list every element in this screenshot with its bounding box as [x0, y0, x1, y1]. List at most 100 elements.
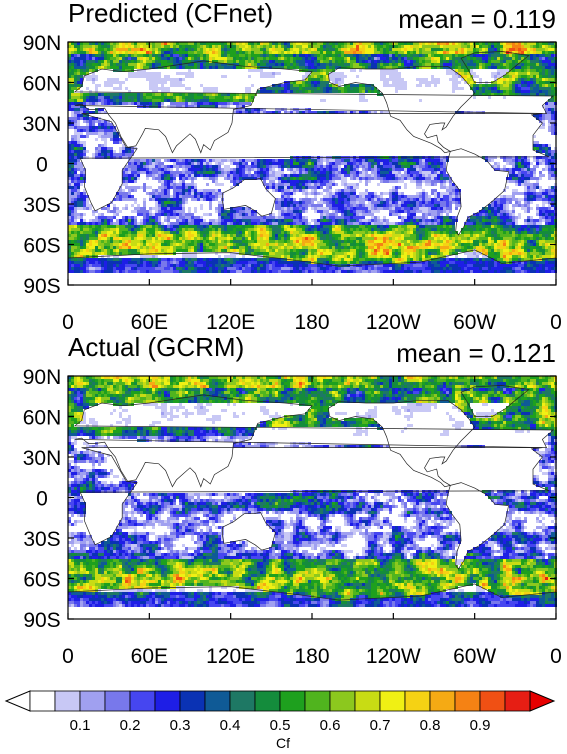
cloud-cell: [254, 54, 257, 57]
cloud-cell: [308, 42, 311, 45]
cloud-cell: [380, 180, 383, 183]
cloud-cell: [257, 159, 260, 162]
cloud-cell: [440, 168, 443, 171]
cloud-cell: [185, 195, 188, 198]
cloud-cell: [188, 102, 191, 105]
cloud-cell: [221, 159, 224, 162]
cloud-cell: [380, 177, 383, 180]
cloud-cell: [545, 63, 548, 66]
cloud-cell: [524, 198, 527, 201]
cloud-cell: [200, 66, 203, 69]
cloud-cell: [365, 198, 368, 201]
cloud-cell: [263, 57, 266, 60]
cloud-cell: [410, 207, 413, 210]
cloud-cell: [308, 162, 311, 165]
cloud-cell: [77, 204, 80, 207]
cloud-cell: [533, 159, 536, 162]
cloud-cell: [491, 90, 494, 93]
cloud-cell: [503, 81, 506, 84]
cloud-cell: [485, 42, 488, 45]
cloud-cell: [242, 51, 245, 54]
cloud-cell: [77, 117, 80, 120]
cloud-cell: [176, 186, 179, 189]
cloud-cell: [401, 48, 404, 51]
cloud-cell: [452, 189, 455, 192]
cloud-cell: [161, 66, 164, 69]
cloud-cell: [527, 90, 530, 93]
cloud-cell: [551, 198, 554, 201]
cloud-cell: [359, 66, 362, 69]
cloud-cell: [83, 189, 86, 192]
cloud-cell: [401, 60, 404, 63]
cloud-cell: [116, 42, 119, 45]
cloud-cell: [104, 81, 107, 84]
cloud-cell: [119, 195, 122, 198]
cloud-cell: [422, 51, 425, 54]
cloud-cell: [257, 54, 260, 57]
cloud-cell: [290, 204, 293, 207]
cloud-cell: [83, 117, 86, 120]
cloud-cell: [308, 87, 311, 90]
cloud-cell: [137, 159, 140, 162]
cloud-cell: [548, 66, 551, 69]
cloud-cell: [518, 72, 521, 75]
cloud-cell: [278, 177, 281, 180]
cloud-cell: [503, 156, 506, 159]
cloud-cell: [356, 60, 359, 63]
cloud-cell: [383, 192, 386, 195]
cloud-cell: [332, 195, 335, 198]
cloud-cell: [185, 168, 188, 171]
cloud-cell: [209, 90, 212, 93]
cloud-cell: [515, 93, 518, 96]
cloud-cell: [305, 180, 308, 183]
cloud-cell: [128, 192, 131, 195]
cloud-cell: [233, 48, 236, 51]
cloud-cell: [305, 111, 308, 114]
cloud-cell: [386, 201, 389, 204]
cloud-cell: [326, 159, 329, 162]
cloud-cell: [497, 78, 500, 81]
cloud-cell: [287, 186, 290, 189]
cloud-cell: [182, 171, 185, 174]
cloud-cell: [395, 57, 398, 60]
cloud-cell: [239, 63, 242, 66]
cloud-cell: [158, 93, 161, 96]
cloud-cell: [101, 138, 104, 141]
cloud-cell: [509, 75, 512, 78]
cloud-cell: [359, 63, 362, 66]
cloud-cell: [131, 75, 134, 78]
cloud-cell: [167, 87, 170, 90]
cloud-cell: [95, 96, 98, 99]
cloud-cell: [338, 201, 341, 204]
cloud-cell: [152, 207, 155, 210]
cloud-cell: [311, 69, 314, 72]
cloud-cell: [542, 60, 545, 63]
cloud-cell: [551, 126, 554, 129]
cloud-cell: [71, 183, 74, 186]
cloud-cell: [386, 198, 389, 201]
cloud-cell: [329, 195, 332, 198]
cloud-cell: [368, 207, 371, 210]
cloud-cell: [479, 66, 482, 69]
cloud-cell: [470, 72, 473, 75]
cloud-cell: [179, 195, 182, 198]
cloud-cell: [524, 174, 527, 177]
cloud-cell: [206, 51, 209, 54]
cloud-cell: [275, 159, 278, 162]
cloud-cell: [308, 159, 311, 162]
cloud-cell: [470, 48, 473, 51]
cloud-cell: [239, 177, 242, 180]
cloud-cell: [323, 159, 326, 162]
cloud-cell: [365, 60, 368, 63]
cloud-cell: [95, 156, 98, 159]
cloud-cell: [449, 57, 452, 60]
cloud-cell: [269, 60, 272, 63]
cloud-cell: [158, 96, 161, 99]
cloud-cell: [188, 66, 191, 69]
cloud-cell: [320, 165, 323, 168]
cloud-cell: [245, 63, 248, 66]
cloud-cell: [440, 201, 443, 204]
cloud-cell: [134, 102, 137, 105]
cloud-cell: [80, 147, 83, 150]
cloud-cell: [320, 60, 323, 63]
